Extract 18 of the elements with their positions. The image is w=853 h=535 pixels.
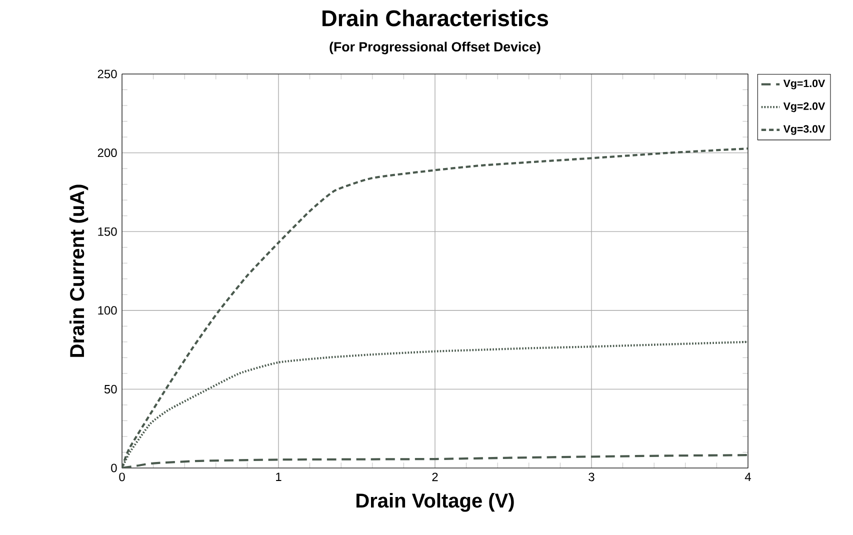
chart-subtitle: (For Progressional Offset Device) — [330, 42, 540, 54]
x-tick-label: 1 — [276, 472, 282, 481]
x-tick-label: 0 — [119, 472, 125, 482]
y-tick-label: 200 — [98, 148, 117, 158]
x-tick-label: 2 — [432, 472, 438, 482]
y-tick-label: 0 — [111, 464, 117, 472]
legend-label: Vg=3.0V — [783, 125, 826, 135]
y-axis-title: Drain Current (uA) — [69, 184, 88, 357]
x-axis-title: Drain Voltage (V) — [356, 493, 514, 512]
y-tick-label: 250 — [98, 70, 117, 78]
chart-title: Drain Characteristics — [322, 10, 548, 26]
y-tick-label: 100 — [98, 306, 117, 315]
x-tick-label: 3 — [588, 472, 594, 482]
y-tick-label: 150 — [98, 227, 117, 236]
legend-label: Vg=2.0V — [783, 102, 826, 112]
legend-label: Vg=1.0V — [783, 80, 826, 90]
x-tick-label: 4 — [744, 472, 751, 481]
y-tick-label: 50 — [104, 384, 117, 394]
